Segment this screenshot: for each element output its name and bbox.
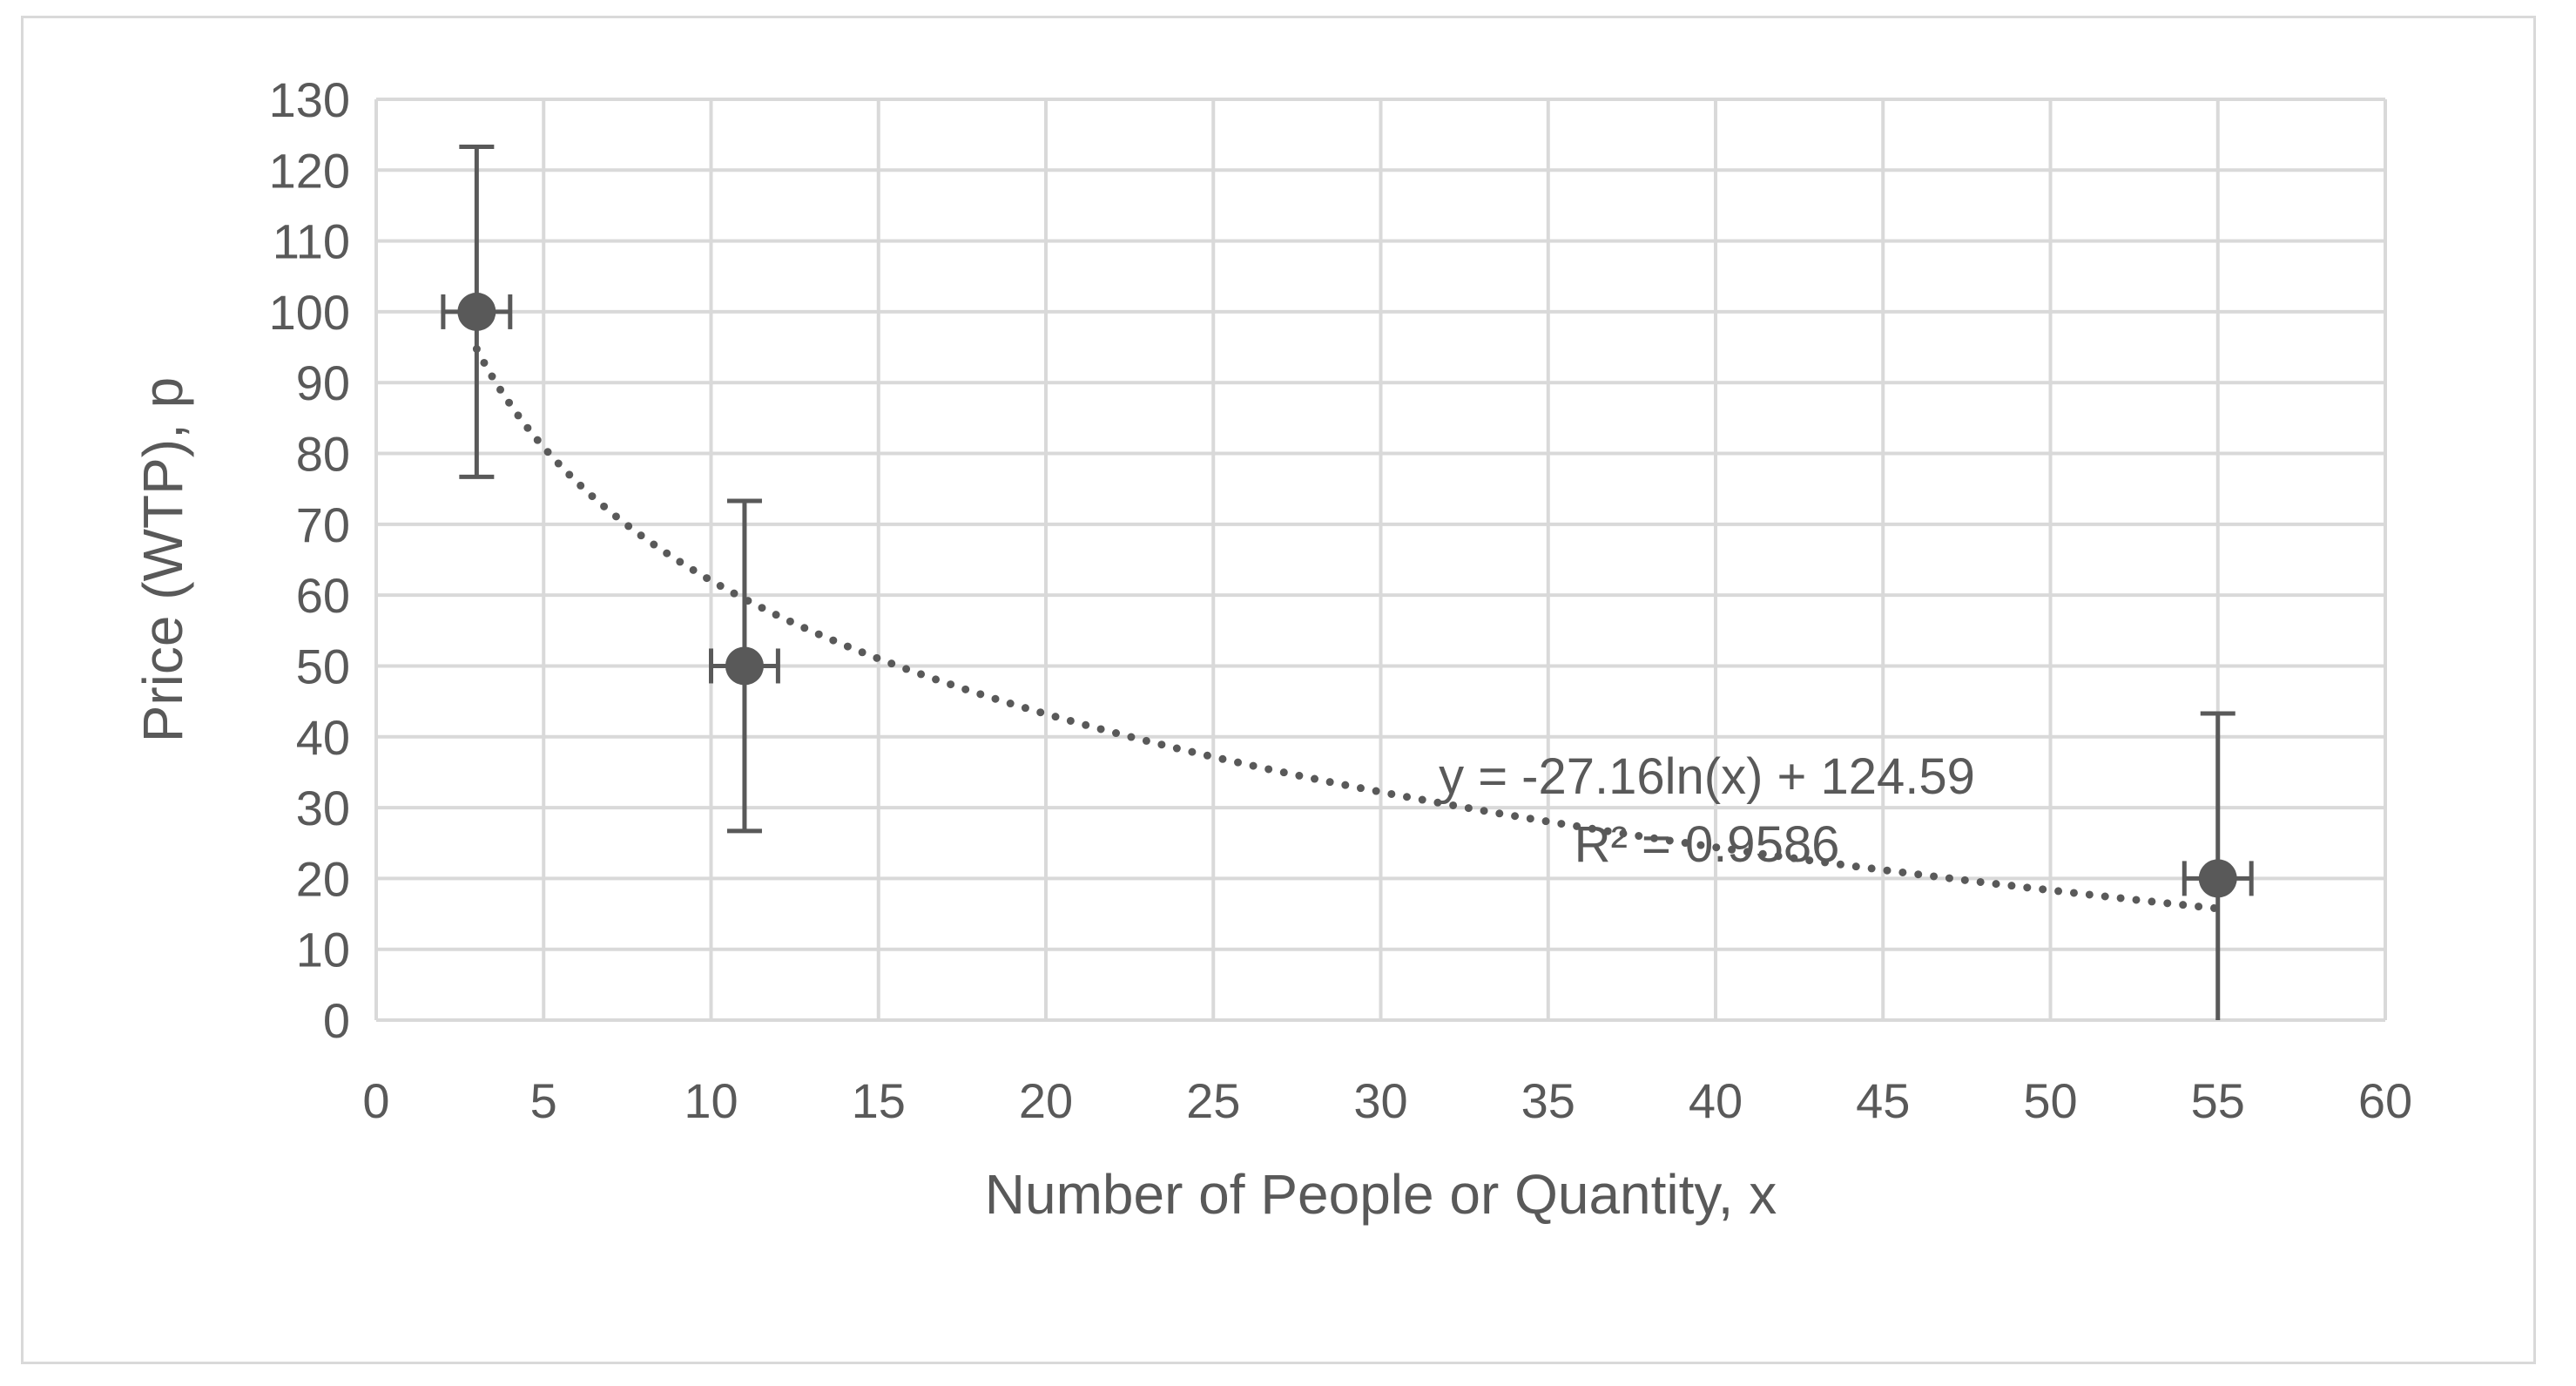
y-tick-label-10: 10 [296, 923, 350, 977]
x-tick-label-5: 5 [530, 1073, 557, 1128]
chart-frame: 0 5 10 15 20 25 30 35 40 45 50 55 60 0 10 20 30 40 50 60 70 8… [21, 16, 2536, 1364]
trendline-equation-label: y = -27.16ln(x) + 124.59 [1439, 748, 1975, 805]
y-tick-label-110: 110 [273, 214, 350, 269]
y-tick-label-90: 90 [296, 355, 350, 410]
x-tick-label-60: 60 [2358, 1073, 2412, 1128]
trendline-path [472, 345, 2222, 913]
y-tick-label-70: 70 [296, 497, 350, 552]
x-tick-label-30: 30 [1353, 1073, 1407, 1128]
trendline [472, 345, 2222, 913]
y-tick-label-60: 60 [296, 568, 350, 623]
x-axis-title: Number of People or Quantity, x [985, 1163, 1777, 1226]
y-tick-label-20: 20 [296, 851, 350, 906]
x-tick-label-35: 35 [1521, 1073, 1575, 1128]
y-tick-label-0: 0 [323, 993, 350, 1048]
grid-lines [376, 98, 2387, 1020]
data-point-1 [725, 646, 764, 686]
trendline-r2-label: R² = 0.9586 [1575, 816, 1840, 873]
error-bars [441, 144, 2254, 1020]
x-tick-label-0: 0 [362, 1073, 389, 1128]
y-tick-label-120: 120 [269, 143, 350, 198]
x-tick-label-15: 15 [852, 1073, 906, 1128]
y-tick-label-130: 130 [269, 72, 350, 127]
y-tick-label-40: 40 [296, 710, 350, 765]
x-tick-label-10: 10 [684, 1073, 738, 1128]
data-point-0 [457, 292, 496, 331]
data-points [457, 292, 2237, 898]
annotations: y = -27.16ln(x) + 124.59 R² = 0.9586 [1439, 748, 1975, 873]
x-tick-label-40: 40 [1689, 1073, 1743, 1128]
tick-labels: 0 5 10 15 20 25 30 35 40 45 50 55 60 0 10 20 30 40 50 60 70 8… [269, 72, 2413, 1128]
y-tick-label-30: 30 [296, 781, 350, 835]
y-tick-label-80: 80 [296, 427, 350, 482]
data-point-2 [2198, 859, 2237, 898]
axes [374, 99, 2385, 1022]
x-tick-label-50: 50 [2023, 1073, 2077, 1128]
y-tick-label-50: 50 [296, 639, 350, 693]
y-axis-title: Price (WTP), p [131, 377, 194, 743]
y-tick-label-100: 100 [269, 285, 350, 340]
x-tick-label-20: 20 [1019, 1073, 1073, 1128]
x-tick-label-25: 25 [1186, 1073, 1240, 1128]
scatter-chart: 0 5 10 15 20 25 30 35 40 45 50 55 60 0 10 20 30 40 50 60 70 8… [131, 72, 2413, 1226]
x-tick-label-55: 55 [2191, 1073, 2245, 1128]
x-tick-label-45: 45 [1856, 1073, 1910, 1128]
